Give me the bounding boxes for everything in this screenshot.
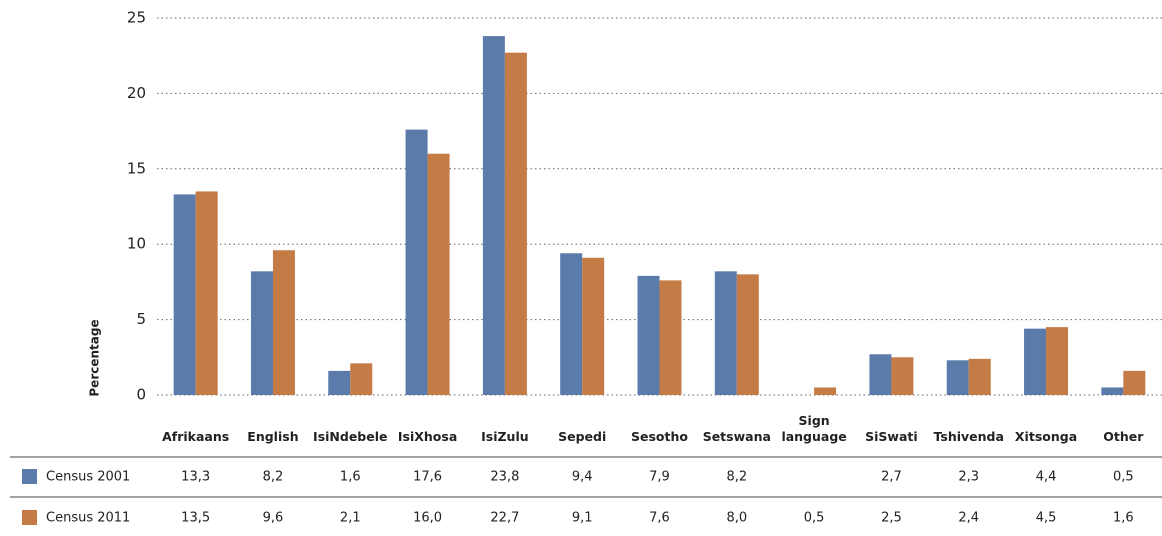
table-value: 2,3 (958, 470, 979, 485)
bar (173, 194, 196, 395)
legend-label: Census 2011 (46, 511, 130, 526)
bar (272, 250, 295, 395)
x-tick-label: IsiZulu (481, 429, 529, 444)
y-tick-label: 5 (136, 310, 146, 328)
x-tick-label: Other (1103, 429, 1144, 444)
bar (1123, 370, 1146, 395)
bar (869, 354, 892, 395)
bar (637, 275, 660, 395)
table-value: 23,8 (490, 470, 519, 485)
bar (1101, 387, 1124, 395)
table-value: 13,5 (181, 511, 210, 526)
table-value: 22,7 (490, 511, 519, 526)
bar (560, 253, 583, 395)
bar (250, 271, 273, 395)
y-tick-label: 25 (127, 9, 146, 27)
table-value: 4,5 (1036, 511, 1057, 526)
bar (582, 257, 605, 395)
legend-swatch (22, 510, 37, 525)
y-tick-label: 0 (136, 386, 146, 404)
table-value: 9,4 (572, 470, 593, 485)
x-tick-label: SiSwati (865, 429, 918, 444)
table-value: 1,6 (1113, 511, 1134, 526)
bar (814, 387, 837, 395)
bar (350, 363, 373, 395)
table-value: 13,3 (181, 470, 210, 485)
table-value: 1,6 (340, 470, 361, 485)
y-tick-label: 15 (127, 159, 146, 177)
legend-swatch (22, 469, 37, 484)
bar (504, 52, 527, 396)
bar (736, 274, 759, 395)
x-tick-label: Sesotho (631, 429, 688, 444)
bar (427, 153, 450, 395)
table-value: 2,5 (881, 511, 902, 526)
x-tick-label: Afrikaans (162, 429, 230, 444)
table-value: 9,6 (263, 511, 284, 526)
table-value: 8,2 (726, 470, 747, 485)
y-tick-label: 10 (127, 235, 146, 253)
legend-label: Census 2001 (46, 470, 130, 485)
table-value: 16,0 (413, 511, 442, 526)
bar (1024, 328, 1047, 395)
table-value: 0,5 (1113, 470, 1134, 485)
bar (482, 36, 505, 395)
bar (946, 360, 969, 395)
x-tick-label: IsiNdebele (313, 429, 388, 444)
table-value: 8,2 (263, 470, 284, 485)
table-value: 4,4 (1036, 470, 1057, 485)
table-value: 7,6 (649, 511, 670, 526)
bar (195, 191, 218, 395)
x-tick-label: Xitsonga (1014, 429, 1078, 444)
y-tick-label: 20 (127, 84, 146, 102)
table-value: 2,1 (340, 511, 361, 526)
bar (405, 129, 428, 396)
table-value: 17,6 (413, 470, 442, 485)
bar (968, 358, 991, 395)
x-tick-label: Setswana (702, 429, 771, 444)
bar (891, 357, 914, 395)
table-value: 2,4 (958, 511, 979, 526)
table-value: 7,9 (649, 470, 670, 485)
table-value: 8,0 (726, 511, 747, 526)
x-tick-label: Sign language (781, 413, 847, 444)
bar (1046, 327, 1069, 395)
table-value: 0,5 (804, 511, 825, 526)
bar (714, 271, 737, 395)
x-tick-label: English (247, 429, 299, 444)
table-value: 9,1 (572, 511, 593, 526)
x-tick-label: IsiXhosa (397, 429, 458, 444)
x-tick-label: Tshivenda (933, 429, 1004, 444)
table-value: 2,7 (881, 470, 902, 485)
bar (328, 370, 351, 395)
y-axis-label: Percentage (88, 319, 102, 396)
x-tick-label: Sepedi (558, 429, 607, 444)
bar (659, 280, 682, 395)
